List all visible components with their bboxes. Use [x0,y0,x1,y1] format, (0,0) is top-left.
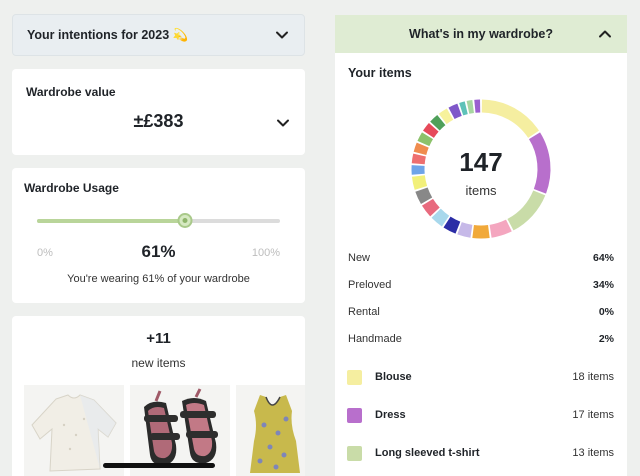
donut-segment-1 [481,99,539,139]
category-name: Dress [375,409,406,421]
category-name: Long sleeved t-shirt [375,447,480,459]
donut-segment-19 [448,103,462,120]
wardrobe-value-title: Wardrobe value [26,85,116,99]
home-indicator [103,463,215,468]
category-count: 13 items [572,447,614,459]
usage-slider-fill [37,219,186,223]
chevron-down-icon[interactable] [274,27,290,43]
donut-segment-13 [411,153,426,165]
donut-segments [411,99,551,239]
donut-segment-17 [430,115,446,131]
donut-segment-4 [489,219,512,238]
blouse-image [24,385,124,476]
category-row-blouse[interactable]: Blouse 18 items [347,368,614,386]
category-name: Blouse [375,371,412,383]
new-items-label: new items [131,356,186,370]
donut-segment-8 [431,208,450,227]
stat-label: Rental [348,306,380,318]
category-row-long-sleeved-t-shirt[interactable]: Long sleeved t-shirt 13 items [347,444,614,462]
stat-value: 34% [592,279,614,291]
stat-value: 0% [598,306,614,318]
usage-percent: 61% [141,242,176,261]
item-thumbnail-top[interactable] [236,385,305,476]
donut-total: 147 [459,147,502,177]
wardrobe-panel-header[interactable]: What's in my wardrobe? [335,15,627,53]
stat-value: 64% [592,252,614,264]
stat-value: 2% [598,333,614,345]
stat-label: Handmade [348,333,402,345]
usage-slider-track [37,213,280,228]
sandals-image [130,385,230,476]
stat-label: New [348,252,371,264]
wardrobe-value-card[interactable]: Wardrobe value ±£383 [12,69,305,155]
stat-row-preloved: Preloved 34% [348,279,614,291]
new-items-card: +11 new items [12,316,305,476]
category-count: 17 items [572,409,614,421]
patterned-top-image [236,385,305,476]
new-items-count: +11 [146,330,171,347]
donut-segment-16 [423,123,439,138]
intentions-title: Your intentions for 2023 💫 [27,27,189,42]
color-swatch [347,445,362,461]
wardrobe-usage-card: Wardrobe Usage 0% 61% 100% You're wearin… [12,168,305,303]
item-thumbnail-blouse[interactable] [24,385,124,476]
usage-slider-thumb [177,213,193,228]
wardrobe-usage-title: Wardrobe Usage [24,181,119,195]
donut-segment-9 [421,198,440,217]
donut-segment-11 [411,175,428,190]
donut-segment-21 [466,100,475,114]
donut-segment-10 [415,187,433,205]
stat-row-new: New 64% [348,252,614,264]
usage-caption: You're wearing 61% of your wardrobe [67,273,250,285]
items-donut-chart: 147 items [411,99,551,239]
donut-segment-14 [413,142,429,156]
category-count: 18 items [572,371,614,383]
usage-max-label: 100% [251,247,280,259]
chevron-down-icon[interactable] [275,115,291,131]
wardrobe-panel: What's in my wardrobe? Your items 147 it… [335,15,627,476]
color-swatch [347,407,362,423]
item-thumbnail-sandals[interactable] [130,385,230,476]
wardrobe-value-amount: ±£383 [133,111,184,131]
donut-segment-3 [507,190,546,231]
donut-total-label: items [465,183,497,198]
category-row-dress[interactable]: Dress 17 items [347,406,614,424]
donut-segment-6 [457,222,473,238]
intentions-card[interactable]: Your intentions for 2023 💫 [12,14,305,56]
stat-row-rental: Rental 0% [348,306,614,318]
stat-row-handmade: Handmade 2% [348,333,614,345]
left-column: Your intentions for 2023 💫 Wardrobe valu… [12,14,305,476]
donut-segment-20 [459,101,468,116]
wardrobe-panel-title: What's in my wardrobe? [409,27,553,41]
donut-segment-7 [443,216,461,234]
stat-label: Preloved [348,279,392,291]
your-items-heading: Your items [348,66,412,80]
color-swatch [347,369,362,385]
usage-min-label: 0% [37,247,53,259]
donut-segment-2 [528,132,551,194]
chevron-up-icon[interactable] [597,26,613,42]
donut-segment-18 [438,108,454,125]
donut-segment-15 [417,132,434,147]
